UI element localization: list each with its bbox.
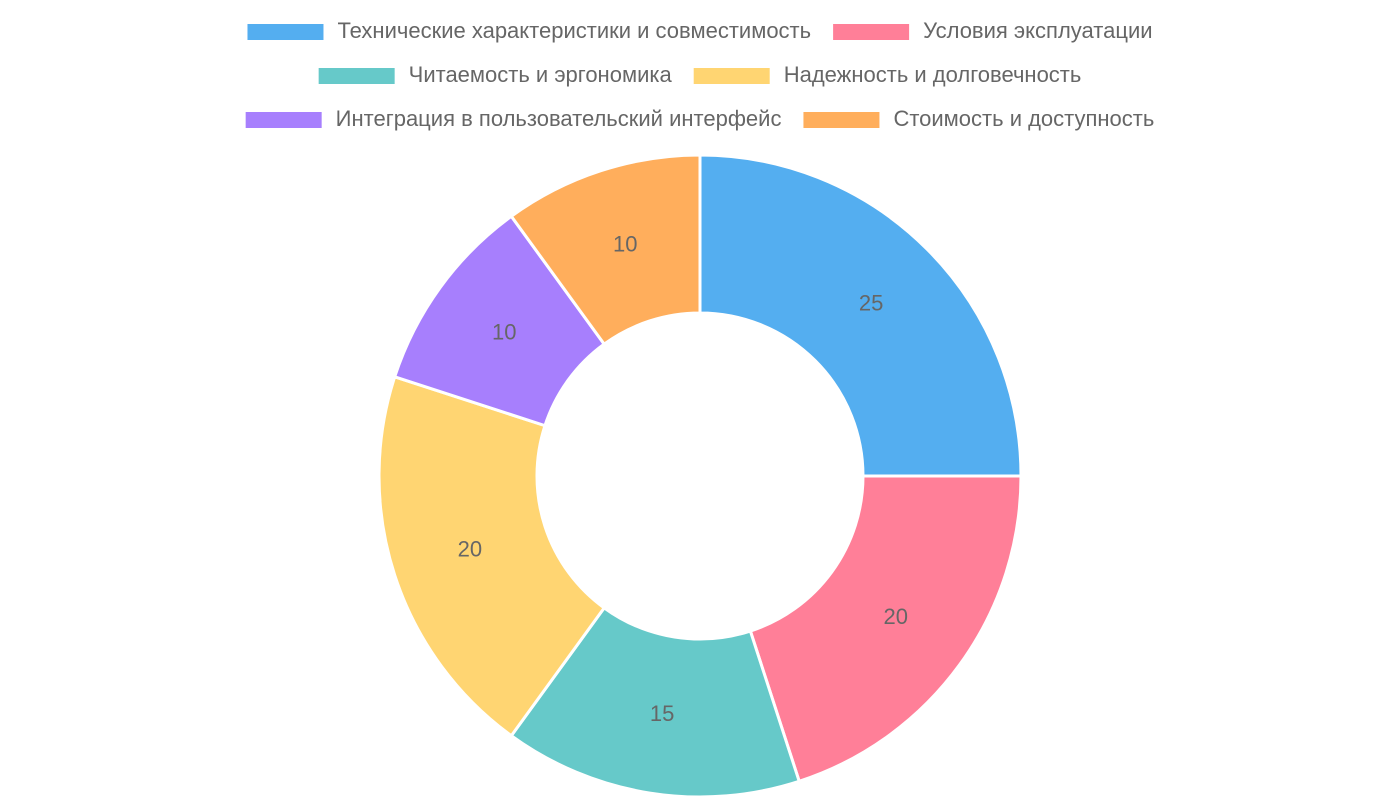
legend-label: Интеграция в пользовательский интерфейс	[336, 106, 782, 131]
data-label: 15	[650, 701, 674, 726]
legend-swatch	[833, 24, 910, 40]
legend-item: Технические характеристики и совместимос…	[247, 18, 811, 43]
legend-label: Стоимость и доступность	[893, 106, 1154, 131]
legend-swatch	[803, 112, 880, 128]
legend-label: Технические характеристики и совместимос…	[337, 18, 811, 43]
data-label: 10	[492, 320, 516, 345]
legend-label: Читаемость и эргономика	[409, 62, 673, 87]
doughnut-segment	[698, 153, 1023, 478]
legend-label: Условия эксплуатации	[923, 18, 1152, 43]
data-label: 20	[884, 604, 908, 629]
doughnut-segment	[509, 153, 702, 347]
legend-swatch	[318, 68, 395, 84]
data-label: 25	[859, 291, 883, 316]
data-label: 20	[458, 537, 482, 562]
legend-swatch	[693, 68, 770, 84]
legend-swatch	[245, 112, 322, 128]
legend-label: Надежность и долговечность	[784, 62, 1082, 87]
legend-item: Условия эксплуатации	[833, 18, 1153, 43]
doughnut-segment	[748, 474, 1023, 784]
data-label: 10	[613, 232, 637, 257]
legend-item: Интеграция в пользовательский интерфейс	[245, 106, 782, 131]
legend-item: Надежность и долговечность	[693, 62, 1082, 87]
doughnut-segment	[377, 374, 607, 738]
legend-item: Стоимость и доступность	[803, 106, 1154, 131]
doughnut-segment	[509, 605, 802, 799]
legend-item: Читаемость и эргономика	[318, 62, 673, 87]
legend-swatch	[247, 24, 324, 40]
